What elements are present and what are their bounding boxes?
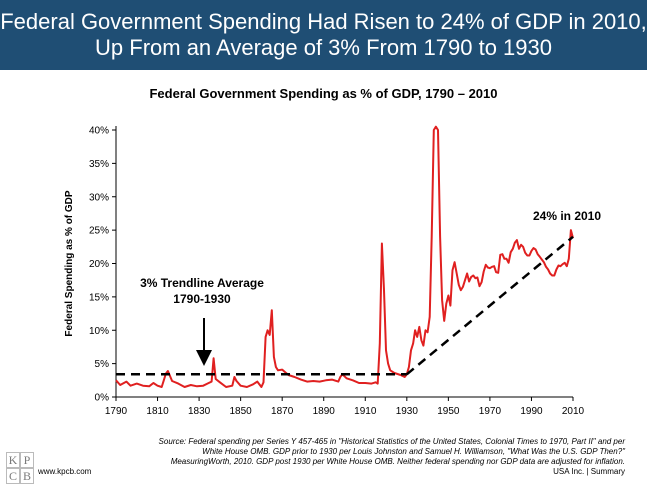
spending-series-line <box>115 125 574 388</box>
x-tick-label: 1890 <box>313 406 336 417</box>
kpcb-logo: K P C B <box>6 452 34 484</box>
title-banner: Federal Government Spending Had Risen to… <box>0 0 647 70</box>
x-tick-label: 1930 <box>396 406 419 417</box>
y-tick-label: 10% <box>89 326 109 337</box>
y-axis-label: Federal Spending as % of GDP <box>64 190 75 336</box>
chart-title: Federal Government Spending as % of GDP,… <box>149 86 498 101</box>
y-tick-label: 15% <box>89 292 109 303</box>
logo-letter: P <box>20 452 34 468</box>
banner-line-2: Up From an Average of 3% From 1790 to 19… <box>95 35 552 60</box>
x-tick-label: 1810 <box>146 406 169 417</box>
x-tick-label: 1950 <box>437 406 460 417</box>
x-tick-label: 1790 <box>105 406 128 417</box>
trendline-2 <box>406 235 574 376</box>
logo-letter: K <box>6 452 20 468</box>
source-note: Source: Federal spending per Series Y 45… <box>120 437 625 467</box>
trend-label-line-1: 3% Trendline Average <box>140 276 264 290</box>
banner-line-1: Federal Government Spending Had Risen to… <box>0 9 647 34</box>
x-tick-label: 1990 <box>520 406 543 417</box>
trend-label-line-2: 1790-1930 <box>173 292 231 306</box>
source-line-2: White House OMB. GDP prior to 1930 per L… <box>202 447 625 456</box>
x-tick-label: 1970 <box>479 406 502 417</box>
y-tick-label: 35% <box>89 159 109 170</box>
x-tick-label: 1870 <box>271 406 294 417</box>
x-tick-label: 2010 <box>562 406 585 417</box>
source-line-3: MeasuringWorth, 2010. GDP post 1930 per … <box>170 457 625 466</box>
y-tick-label: 25% <box>89 226 109 237</box>
y-tick-label: 0% <box>95 393 110 404</box>
y-tick-label: 30% <box>89 192 109 203</box>
y-tick-label: 20% <box>89 259 109 270</box>
y-tick-label: 40% <box>89 126 109 137</box>
end-label: 24% in 2010 <box>533 209 601 223</box>
website-link[interactable]: www.kpcb.com <box>38 467 92 476</box>
x-tick-label: 1910 <box>354 406 377 417</box>
logo-letter: C <box>6 468 20 484</box>
source-line-1: Source: Federal spending per Series Y 45… <box>158 437 625 446</box>
y-tick-label: 5% <box>95 359 110 370</box>
x-tick-label: 1850 <box>230 406 253 417</box>
logo-letter: B <box>20 468 34 484</box>
x-tick-label: 1830 <box>188 406 211 417</box>
section-label: USA Inc. | Summary <box>553 467 625 476</box>
